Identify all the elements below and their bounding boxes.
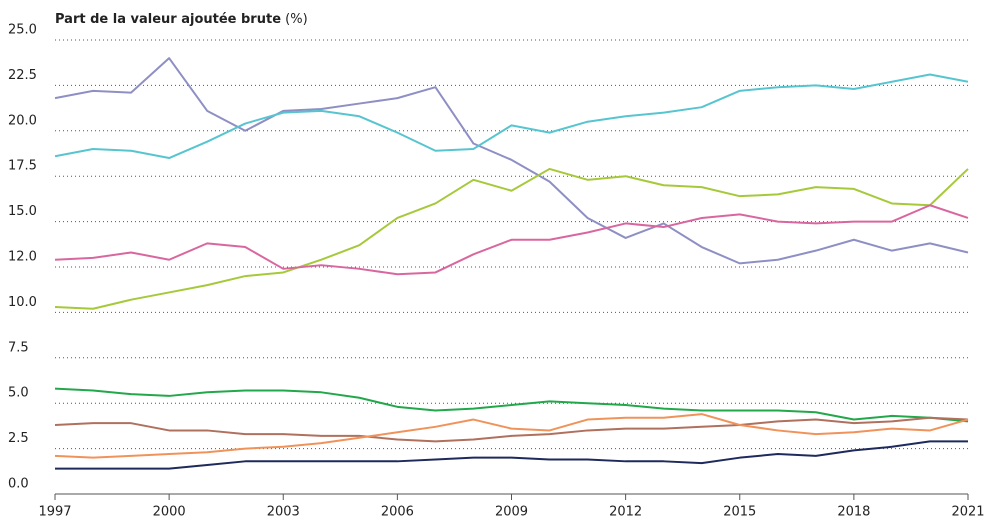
chart-title: Part de la valeur ajoutée brute (%) <box>55 12 308 27</box>
y-tick-label: 5.0 <box>8 386 29 401</box>
y-tick-label: 2.5 <box>8 431 29 446</box>
series-line <box>54 167 969 310</box>
series-line <box>54 387 969 423</box>
y-tick-label: 20.0 <box>8 113 37 128</box>
series-line <box>54 57 969 265</box>
y-tick-label: 0.0 <box>8 477 29 492</box>
x-tick-label: 2015 <box>723 505 756 520</box>
x-tick-label: 2000 <box>153 505 186 520</box>
y-tick-label: 22.5 <box>8 68 37 83</box>
x-tick-label: 2021 <box>951 505 984 520</box>
y-tick-label: 7.5 <box>8 340 29 355</box>
series-line <box>55 440 968 470</box>
series-line <box>54 204 969 276</box>
x-tick-label: 2006 <box>381 505 414 520</box>
y-tick-label: 10.0 <box>8 295 37 310</box>
series-line <box>54 416 969 443</box>
x-tick-label: 1997 <box>38 505 71 520</box>
series-line <box>54 73 969 160</box>
y-tick-label: 17.5 <box>8 159 37 174</box>
series-line <box>54 413 969 459</box>
x-tick-label: 2003 <box>267 505 300 520</box>
y-tick-label: 12.0 <box>8 250 37 265</box>
title-main: Part de la valeur ajoutée brute <box>55 12 281 27</box>
title-unit: (%) <box>285 12 308 27</box>
y-tick-label: 25.0 <box>8 23 37 38</box>
x-tick-label: 2009 <box>495 505 528 520</box>
x-tick-label: 2018 <box>837 505 870 520</box>
x-tick-label: 2012 <box>609 505 642 520</box>
y-tick-label: 15.0 <box>8 204 37 219</box>
